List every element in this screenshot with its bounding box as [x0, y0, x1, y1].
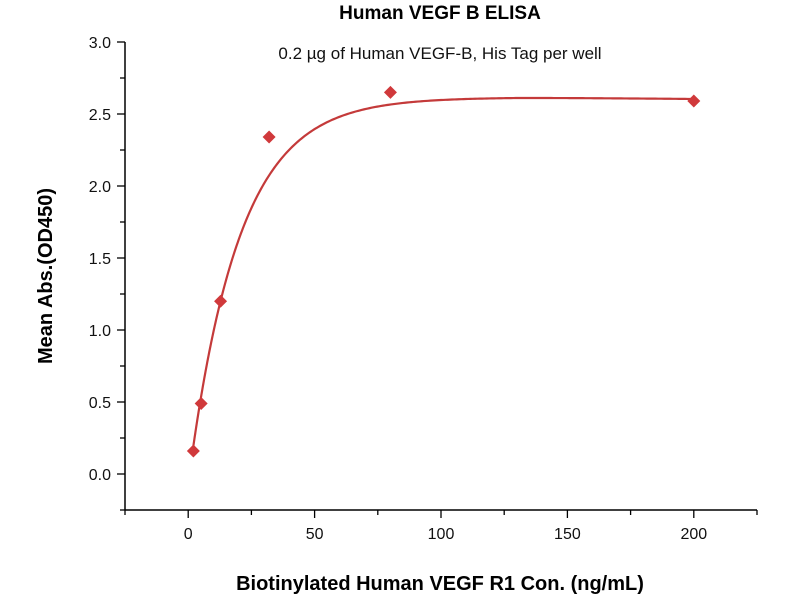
y-tick-label: 0.5 [89, 395, 111, 412]
fit-curve-group [192, 96, 694, 447]
y-tick-label: 1.5 [89, 251, 111, 268]
data-point-diamond [383, 85, 397, 99]
axes: 0 50 100 150 200 0.0 0.5 1.0 1.5 2.0 2.5 3.0 [89, 35, 758, 543]
y-tick-label: 3.0 [89, 35, 111, 52]
chart-subtitle: 0.2 µg of Human VEGF-B, His Tag per well [278, 44, 601, 63]
data-point-diamond [687, 94, 701, 108]
x-tick-label: 50 [306, 526, 324, 543]
x-tick-label: 100 [428, 526, 455, 543]
x-tick-label: 150 [554, 526, 581, 543]
chart-title: Human VEGF B ELISA [339, 3, 541, 24]
fit-curve [192, 96, 694, 447]
data-point-diamond [194, 396, 208, 410]
data-point-diamond [186, 444, 200, 458]
y-tick-label: 2.0 [89, 179, 111, 196]
x-axis-title: Biotinylated Human VEGF R1 Con. (ng/mL) [236, 573, 644, 595]
x-tick-label: 0 [184, 526, 193, 543]
data-points [186, 85, 701, 458]
data-point-diamond [214, 294, 228, 308]
y-axis-title: Mean Abs.(OD450) [35, 188, 57, 364]
x-tick-label: 200 [680, 526, 707, 543]
y-tick-label: 1.0 [89, 323, 111, 340]
data-point-diamond [262, 130, 276, 144]
y-tick-label: 0.0 [89, 467, 111, 484]
y-tick-label: 2.5 [89, 107, 111, 124]
